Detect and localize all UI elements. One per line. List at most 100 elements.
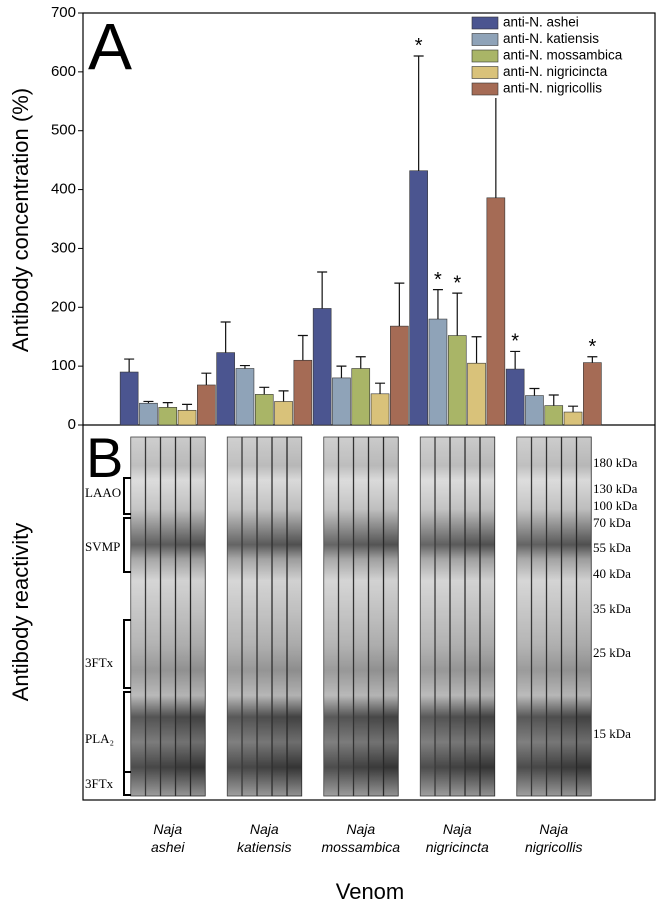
legend-swatch [471,66,499,79]
bar [254,394,274,426]
error-bar [336,365,347,378]
error-bar [162,402,173,408]
error-bar [548,394,559,406]
error-bar [355,356,366,369]
blot-lane [516,436,532,797]
blot-lane [323,436,339,797]
error-bar [568,405,579,413]
bar [544,405,564,426]
bar [525,395,544,426]
blot-lane [160,436,176,797]
mw-marker-label: 15 kDa [593,726,631,741]
error-bar [529,387,540,396]
blot-lane [338,436,354,797]
y-tick-label: 700 [51,4,76,21]
error-bar [143,400,154,404]
bar [197,384,216,426]
y-tick-label: 300 [51,239,76,256]
y-tick-label: 600 [51,63,76,80]
bar [467,362,486,426]
y-tick-label: 400 [51,181,76,198]
blot-lane [353,436,369,797]
bar [505,368,525,426]
bar [409,170,428,426]
legend-label: anti-N. nigricollis [503,81,602,96]
legend-box [470,14,654,98]
bar [139,402,158,426]
error-bar [259,386,270,395]
blot-lane [190,436,206,797]
bar [351,368,371,426]
protein-label: SVMP [85,539,120,554]
bar [158,407,178,426]
error-bar [471,336,482,364]
significance-marker: * [453,272,461,294]
bracket [123,477,131,515]
bar [563,411,583,426]
blot-lane [419,436,436,797]
y-tick-label: 200 [51,298,76,315]
significance-marker: * [588,336,596,358]
error-bar [394,282,405,327]
mw-marker-label: 130 kDa [593,481,638,496]
blot-lane [449,436,466,797]
x-tick-label: Naja katiensis [237,821,291,855]
error-bar [201,372,212,385]
mw-marker-label: 35 kDa [593,601,631,616]
protein-label: 3FTx [85,655,114,670]
blot-lane [561,436,577,797]
protein-label: LAAO [85,485,121,500]
y-tick-label: 500 [51,122,76,139]
legend-swatch [471,33,499,46]
panel-label: B [86,426,123,489]
mw-marker-label: 70 kDa [593,515,631,530]
blot-lane [434,436,451,797]
error-bar [413,55,424,171]
error-bar [182,403,193,411]
significance-marker: * [415,35,423,57]
x-tick-label: Naja nigricincta [426,821,489,855]
legend-swatch [471,82,499,96]
y-tick-label: 100 [51,357,76,374]
blot-lane [256,436,273,797]
blot-lane [286,436,303,797]
legend-label: anti-N. nigricincta [503,64,608,79]
bracket [123,619,131,689]
error-bar [297,334,308,361]
error-bar [220,321,231,353]
frame [82,12,656,801]
blot-lane [479,436,496,797]
x-tick-label: Naja nigricollis [525,821,583,855]
significance-marker: * [434,269,442,291]
bracket [123,691,131,773]
legend-swatch [471,49,499,63]
blot-lane [175,436,191,797]
bar [119,371,139,426]
mw-marker-label: 100 kDa [593,498,638,513]
blot-lane [464,436,481,797]
mw-marker-label: 55 kDa [593,540,631,555]
legend-label: anti-N. mossambica [503,48,623,63]
error-bar [317,271,328,309]
bar [312,308,332,426]
bar [216,352,235,426]
error-bar [452,292,463,336]
blot [130,436,592,797]
error-bar [490,95,501,198]
mw-marker-label: 25 kDa [593,645,631,660]
blot-lane [531,436,547,797]
x-tick-label: Naja ashei [151,821,185,855]
bar [370,393,390,426]
blot-lane [546,436,562,797]
y-axis-label: Antibody reactivity [8,523,33,702]
error-bar [510,350,521,370]
significance-marker: * [511,331,519,353]
error-bar [375,382,386,394]
bar [293,359,313,426]
blot-lane [383,436,399,797]
mw-marker-label: 180 kDa [593,455,638,470]
x-tick-label: Naja mossambica [321,821,400,855]
blot-lane [226,436,243,797]
error-bar [239,364,250,369]
